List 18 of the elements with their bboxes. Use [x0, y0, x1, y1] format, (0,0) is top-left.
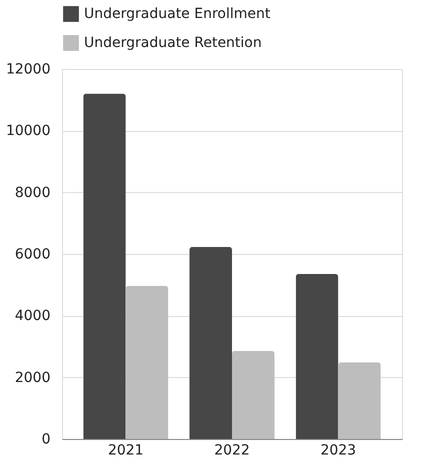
- legend-label: Undergraduate Enrollment: [84, 6, 271, 22]
- y-tick-label: 4000: [14, 308, 50, 324]
- y-tick-label: 8000: [14, 184, 50, 201]
- y-tick-label: 10000: [6, 123, 50, 140]
- bar: [83, 94, 126, 439]
- bar: [296, 274, 338, 439]
- legend-label: Undergraduate Retention: [84, 35, 262, 51]
- y-tick-label: 2000: [14, 370, 50, 386]
- y-tick-label: 12000: [6, 62, 50, 78]
- x-tick-label: 2023: [320, 442, 356, 458]
- bar: [190, 246, 232, 439]
- bar: [338, 362, 381, 439]
- bar: [126, 286, 168, 439]
- y-tick-label: 0: [42, 432, 50, 448]
- bar: [232, 350, 274, 439]
- x-tick-label: 2022: [214, 442, 250, 458]
- y-tick-label: 6000: [14, 246, 50, 262]
- x-tick-label: 2021: [108, 442, 144, 458]
